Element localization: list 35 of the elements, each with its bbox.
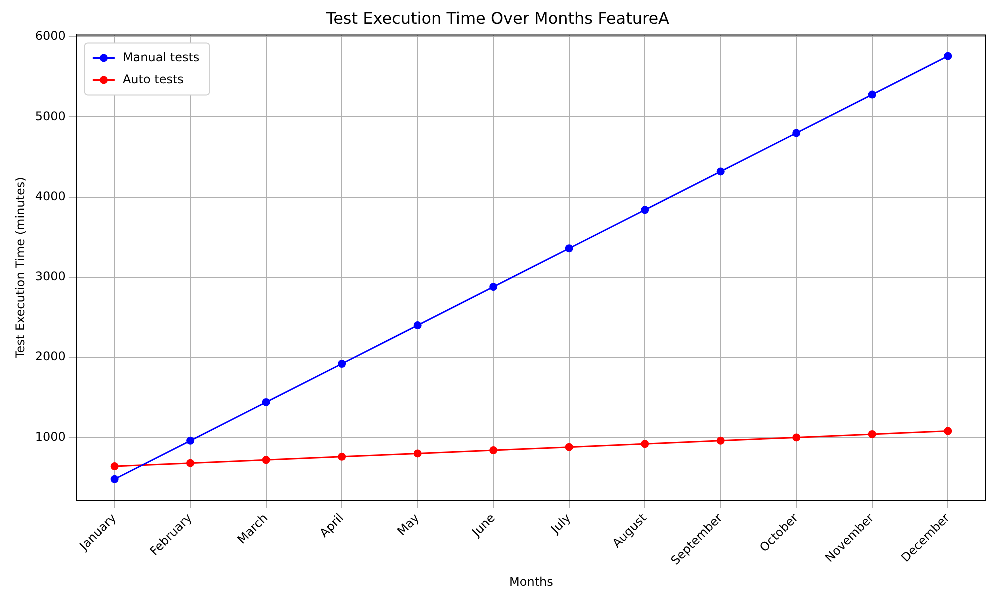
point	[716, 168, 725, 176]
y-axis-title: Test Execution Time (minutes)	[13, 177, 28, 360]
point	[110, 462, 119, 471]
point	[868, 430, 876, 438]
point	[262, 456, 270, 464]
point	[944, 52, 952, 60]
point	[186, 459, 195, 468]
point	[868, 90, 876, 99]
point	[716, 436, 725, 445]
point	[262, 398, 270, 406]
y-tick-label: 1000	[35, 430, 66, 444]
point	[641, 440, 650, 448]
y-tick-label: 5000	[35, 109, 66, 124]
point	[414, 450, 422, 458]
point	[186, 436, 195, 445]
point	[641, 206, 650, 214]
point	[565, 244, 574, 253]
point	[414, 322, 422, 330]
y-tick-label: 3000	[35, 270, 66, 284]
x-axis-title: Months	[510, 574, 554, 589]
point	[944, 427, 952, 436]
point	[792, 434, 801, 442]
point	[490, 446, 498, 455]
point	[338, 452, 346, 461]
point	[110, 475, 119, 484]
point	[565, 443, 574, 452]
y-tick-label: 6000	[35, 29, 66, 44]
legend-label: Manual tests	[122, 50, 200, 64]
point	[792, 129, 801, 138]
point	[490, 283, 498, 292]
y-tick-label: 2000	[35, 350, 66, 364]
legend-label: Auto tests	[122, 72, 184, 86]
chart-title: Test Execution Time Over Months FeatureA	[326, 8, 670, 28]
point	[338, 360, 346, 368]
y-tick-label: 4000	[35, 189, 66, 204]
